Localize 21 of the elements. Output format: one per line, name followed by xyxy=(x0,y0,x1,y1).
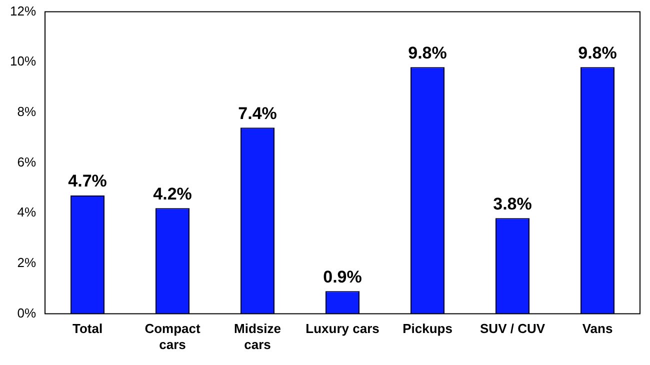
x-tick-label: Pickups xyxy=(402,321,452,336)
x-tick-label: Total xyxy=(72,321,103,336)
y-tick-label: 6% xyxy=(17,154,36,170)
x-tick-label: Luxury cars xyxy=(306,321,380,336)
x-tick-label: Vans xyxy=(582,321,613,336)
y-tick-label: 12% xyxy=(10,3,36,18)
data-label: 9.8% xyxy=(408,43,447,62)
y-tick-label: 2% xyxy=(17,255,36,270)
y-tick-label: 4% xyxy=(17,204,36,220)
data-label: 9.8% xyxy=(578,43,617,62)
y-tick-label: 8% xyxy=(17,104,36,120)
y-tick-label: 10% xyxy=(10,54,36,69)
data-label: 4.2% xyxy=(153,184,192,204)
data-label: 7.4% xyxy=(238,104,277,123)
x-tick-label: SUV / CUV xyxy=(480,321,546,336)
data-label: 0.9% xyxy=(323,267,362,286)
x-tick-label: Compact cars xyxy=(144,321,201,352)
x-tick-label: Midsize cars xyxy=(234,321,281,352)
data-label: 3.8% xyxy=(493,194,532,214)
y-tick-label: 0% xyxy=(17,305,36,320)
data-label: 4.7% xyxy=(68,172,107,191)
